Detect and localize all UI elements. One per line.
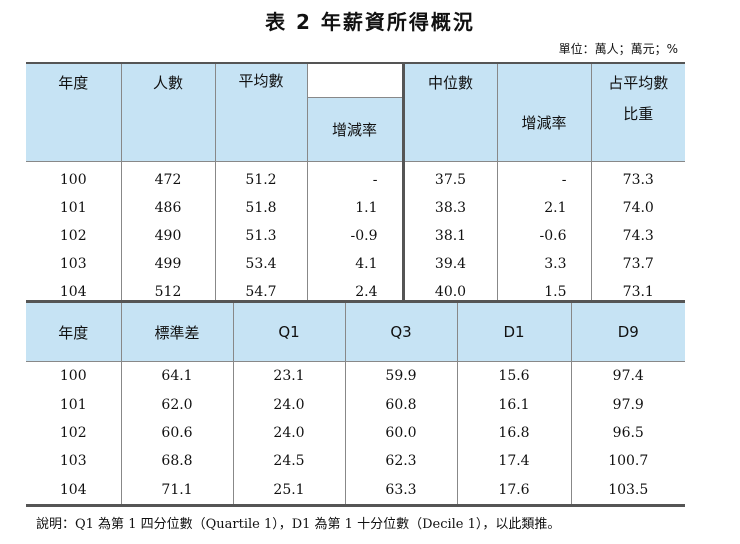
table-cell: 97.9 xyxy=(570,390,685,419)
table-row: 102 490 51.3 -0.9 38.1 -0.6 74.3 xyxy=(26,222,685,250)
table-cell: 24.5 xyxy=(232,447,346,476)
header-ratio-line1: 占平均數 xyxy=(608,74,669,92)
table-cell: -0.9 xyxy=(306,222,404,250)
header-count: 人數 xyxy=(120,63,216,162)
table-cell: 51.2 xyxy=(214,161,308,194)
unit-label: 單位：萬人；萬元；% xyxy=(558,42,678,56)
table-cell: 2.1 xyxy=(496,194,592,222)
table-cell: 60.6 xyxy=(120,418,234,448)
table-cell: 101 xyxy=(26,194,122,222)
table-cell: 100.7 xyxy=(570,447,685,476)
table-cell: 16.8 xyxy=(456,418,572,448)
table-row: 100 472 51.2-37.5-73.3 xyxy=(26,161,685,194)
table-cell: 60.0 xyxy=(344,418,458,448)
table-cell: 4.1 xyxy=(306,250,404,278)
table-cell: 62.3 xyxy=(344,447,458,476)
table-cell: 499 xyxy=(120,250,216,278)
table-cell: 68.8 xyxy=(120,447,234,476)
table-cell: 63.3 xyxy=(344,475,458,506)
table-cell: 60.8 xyxy=(344,390,458,419)
header-cell: 年度 xyxy=(26,301,122,362)
table-cell: 103 xyxy=(26,447,122,476)
table-row: 100 64.1 23.1 59.9 15.6 97.4 xyxy=(26,361,685,391)
header-cell: Q3 xyxy=(344,301,458,362)
table-cell: - xyxy=(496,161,592,194)
table-cell: 38.1 xyxy=(401,222,498,250)
table-cell: 486 xyxy=(120,194,216,222)
table-cell: 73.3 xyxy=(590,161,685,194)
table-cell: 51.8 xyxy=(214,194,308,222)
table-cell: 53.4 xyxy=(214,250,308,278)
table-cell: 15.6 xyxy=(456,361,572,391)
table-cell: 74.3 xyxy=(590,222,685,250)
table-row: 101 486 51.8 1.1 38.3 2.1 74.0 xyxy=(26,194,685,222)
table-cell: 24.0 xyxy=(232,418,346,448)
header-ratio-line2: 比重 xyxy=(623,105,654,123)
table-cell: 37.5 xyxy=(401,161,498,194)
table-cell: 71.1 xyxy=(120,475,234,506)
table-cell: 96.5 xyxy=(570,418,685,448)
header-cell: D9 xyxy=(570,301,685,362)
table-cell: - xyxy=(306,161,404,194)
table-cell: 74.0 xyxy=(590,194,685,222)
table-cell: 64.1 xyxy=(120,361,234,391)
table-cell: 97.4 xyxy=(570,361,685,391)
table-cell: 104 xyxy=(26,475,122,506)
header-cell: D1 xyxy=(456,301,572,362)
header-mean-change: 增減率 xyxy=(306,97,404,162)
table-cell: 24.0 xyxy=(232,390,346,419)
header-median: 中位數 xyxy=(401,63,498,162)
table-cell: 102 xyxy=(26,418,122,448)
header-cell: Q1 xyxy=(232,301,346,362)
table-cell: 62.0 xyxy=(120,390,234,419)
table-cell: 103.5 xyxy=(570,475,685,506)
table-row: 103 68.8 24.5 62.3 17.4 100.7 xyxy=(26,447,685,476)
table-cell: 16.1 xyxy=(456,390,572,419)
table-cell: 59.9 xyxy=(344,361,458,391)
header-year: 年度 xyxy=(26,63,122,162)
table-cell: 39.4 xyxy=(401,250,498,278)
table-row: 104 71.1 25.1 63.3 17.6 103.5 xyxy=(26,475,685,506)
table-cell: 3.3 xyxy=(496,250,592,278)
salary-distribution-table: 年度 標準差 Q1 Q3 D1 D9 100 64.1 23.1 59.9 15.6 97.4 101… xyxy=(26,300,685,507)
table-cell: 100 xyxy=(26,361,122,391)
table-cell: 490 xyxy=(120,222,216,250)
header-median-change: 增減率 xyxy=(496,63,592,162)
header-cell: 標準差 xyxy=(120,301,234,362)
table-cell: 1.1 xyxy=(306,194,404,222)
table-cell: 472 xyxy=(120,161,216,194)
table-cell: 73.7 xyxy=(590,250,685,278)
table-row: 102 60.6 24.0 60.0 16.8 96.5 xyxy=(26,418,685,448)
table-title: 表 2 年薪資所得概況 xyxy=(265,10,475,34)
salary-summary-table: 年度 人數 平均數 中位數 增減率 占平均數 比重 增減率 100 472 51.2… xyxy=(26,62,685,309)
table-cell: 103 xyxy=(26,250,122,278)
table-cell: 17.6 xyxy=(456,475,572,506)
table-cell: 38.3 xyxy=(401,194,498,222)
footnote: 說明：Q1 為第 1 四分位數（Quartile 1），D1 為第 1 十分位數… xyxy=(36,517,561,532)
table-cell: 51.3 xyxy=(214,222,308,250)
table-cell: 100 xyxy=(26,161,122,194)
table-cell: -0.6 xyxy=(496,222,592,250)
table-row: 101 62.0 24.0 60.8 16.1 97.9 xyxy=(26,390,685,419)
header-ratio: 占平均數 比重 xyxy=(590,63,685,162)
table-cell: 17.4 xyxy=(456,447,572,476)
table-cell: 25.1 xyxy=(232,475,346,506)
table-row: 103 499 53.4 4.1 39.4 3.3 73.7 xyxy=(26,250,685,278)
table-cell: 23.1 xyxy=(232,361,346,391)
table-cell: 102 xyxy=(26,222,122,250)
header-mean: 平均數 xyxy=(214,63,308,98)
table-cell: 101 xyxy=(26,390,122,419)
